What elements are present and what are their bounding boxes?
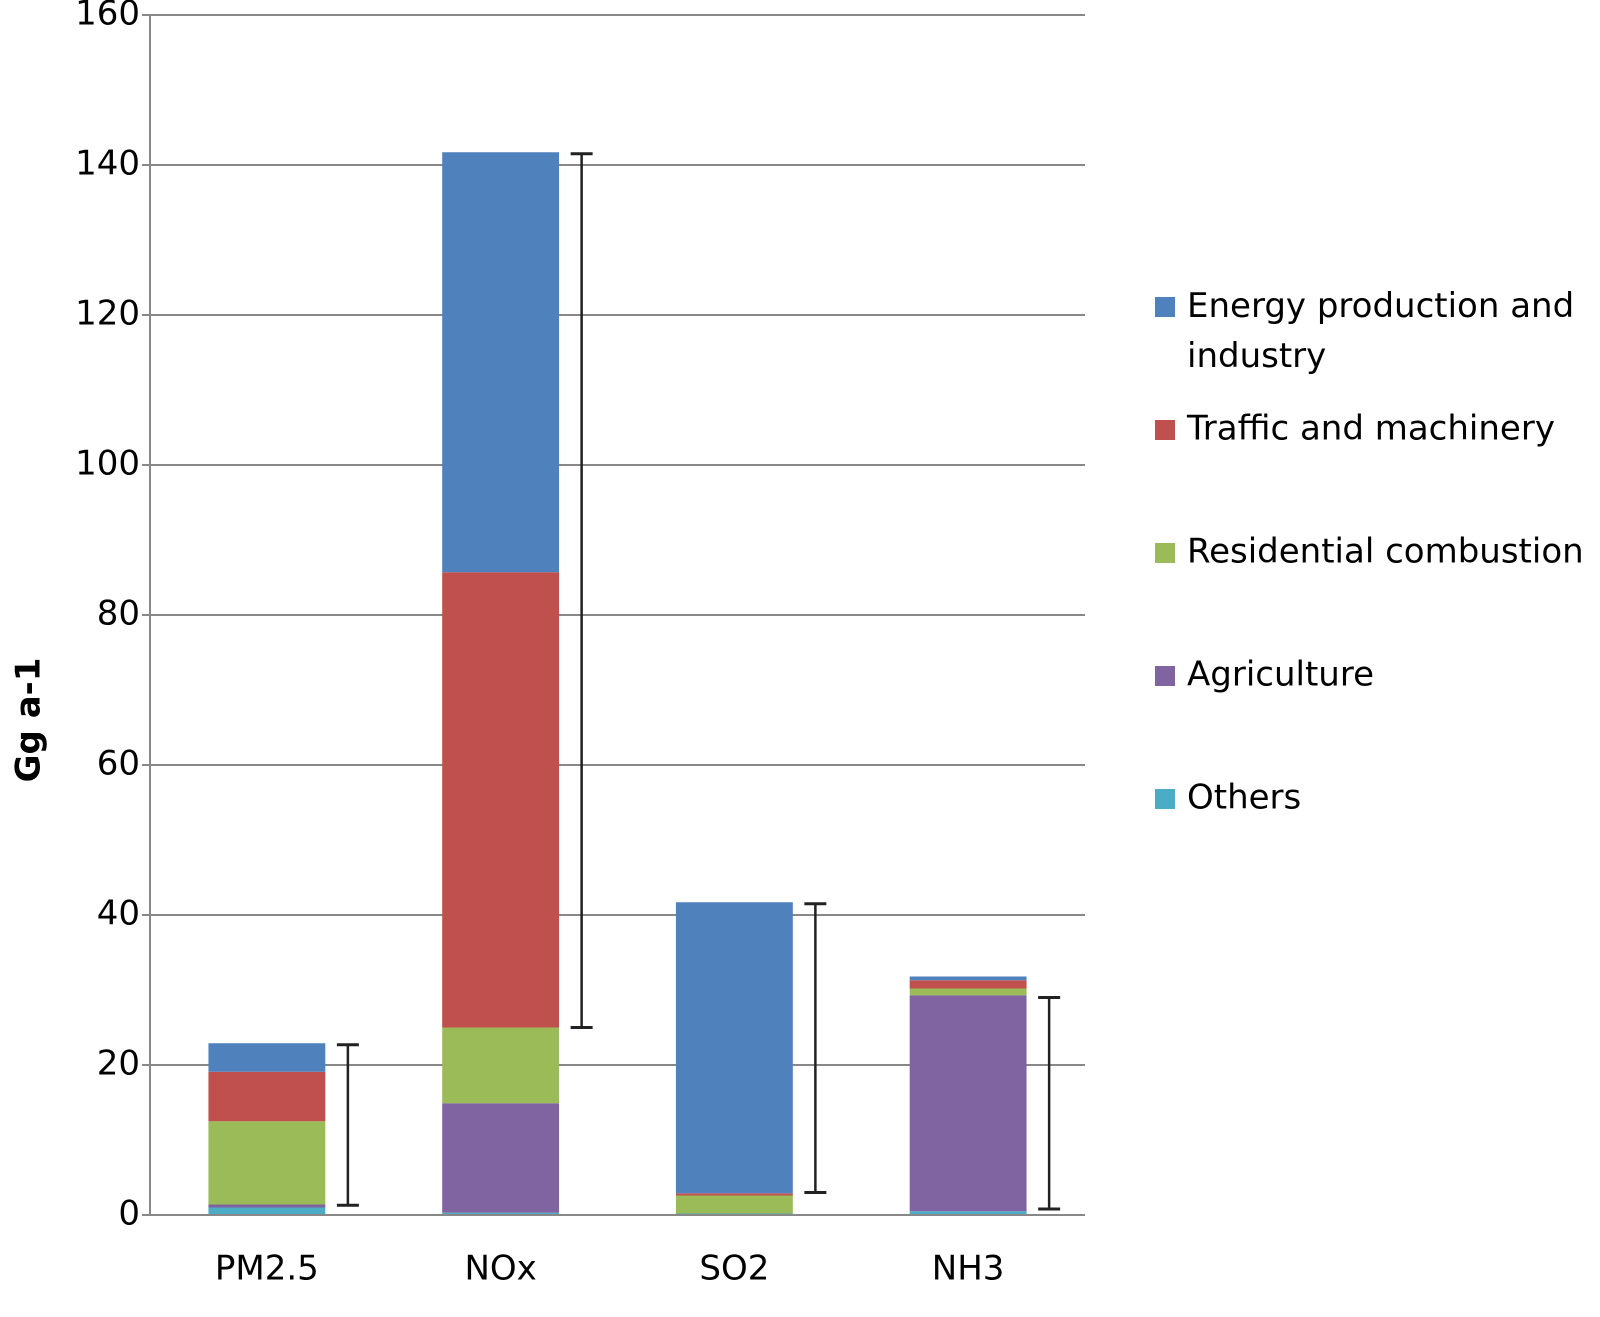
legend-swatch <box>1155 543 1175 563</box>
legend-swatch <box>1155 420 1175 440</box>
y-tick-label: 40 <box>97 894 140 934</box>
y-tick-label: 0 <box>118 1194 140 1234</box>
legend-swatch <box>1155 789 1175 809</box>
legend-label: Traffic and machinery <box>1186 409 1555 449</box>
error-bar <box>1038 996 1061 1211</box>
y-tick-label: 140 <box>75 144 140 184</box>
y-tick-label: 60 <box>97 744 140 784</box>
bar-segment <box>909 980 1027 989</box>
legend-label: Residential combustion <box>1187 532 1584 572</box>
legend-swatch <box>1155 666 1175 686</box>
bar-segment <box>442 1027 560 1104</box>
y-tick-label: 80 <box>97 594 140 634</box>
bar-segment <box>208 1121 326 1205</box>
bar-segment <box>442 1103 560 1213</box>
legend-swatch <box>1155 297 1175 317</box>
y-tick-label: 20 <box>97 1044 140 1084</box>
bar-segment <box>208 1071 326 1122</box>
x-tick-label: NOx <box>464 1249 536 1289</box>
bar-segment <box>208 1043 326 1072</box>
y-tick-label: 160 <box>75 0 140 34</box>
bar-segment <box>909 976 1027 981</box>
x-tick-label: SO2 <box>699 1249 769 1289</box>
error-bar <box>804 902 827 1194</box>
bar-segment <box>675 1195 793 1214</box>
y-tick-label: 120 <box>75 294 140 334</box>
bar-segment <box>442 1212 560 1215</box>
legend-label: Agriculture <box>1187 655 1374 695</box>
bar-segment <box>442 152 560 573</box>
bar-segment <box>442 572 560 1028</box>
error-bar <box>336 1043 359 1207</box>
error-bar <box>570 152 593 1029</box>
bar-segment <box>909 1211 1027 1215</box>
bar-segment <box>909 995 1027 1212</box>
legend-label: Energy production and industry <box>1187 286 1574 376</box>
bar-segment <box>675 902 793 1194</box>
y-tick-label: 100 <box>75 444 140 484</box>
x-tick-label: PM2.5 <box>215 1249 319 1289</box>
x-tick-label: NH3 <box>932 1249 1005 1289</box>
bar-segment <box>208 1204 326 1208</box>
bar-segment <box>675 1193 793 1196</box>
bar-segment <box>208 1207 326 1215</box>
legend-label: Others <box>1187 778 1301 818</box>
y-axis-label: Gg a-1 <box>9 658 49 783</box>
bar-segment <box>909 988 1027 996</box>
